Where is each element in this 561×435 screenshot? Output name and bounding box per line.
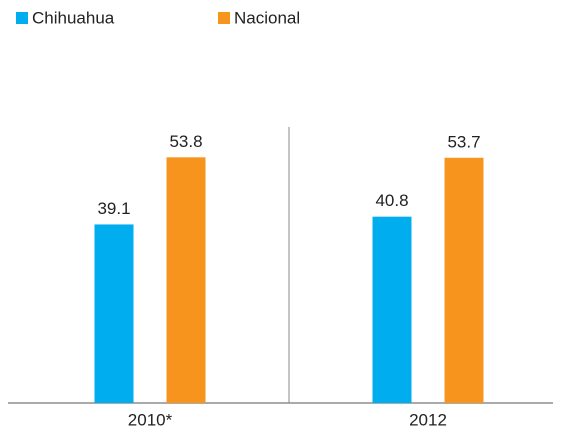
value-label: 53.8 — [169, 132, 202, 151]
bar — [94, 224, 134, 403]
value-label: 40.8 — [375, 191, 408, 210]
bar — [166, 157, 206, 403]
legend-swatch — [218, 12, 230, 24]
legend-label: Chihuahua — [32, 8, 115, 27]
x-tick-label: 2012 — [409, 410, 447, 429]
legend-label: Nacional — [234, 8, 300, 27]
legend-swatch — [16, 12, 28, 24]
bar — [444, 157, 484, 403]
value-label: 39.1 — [97, 199, 130, 218]
value-label: 53.7 — [447, 132, 480, 151]
bar — [372, 216, 412, 403]
x-tick-label: 2010* — [128, 410, 173, 429]
